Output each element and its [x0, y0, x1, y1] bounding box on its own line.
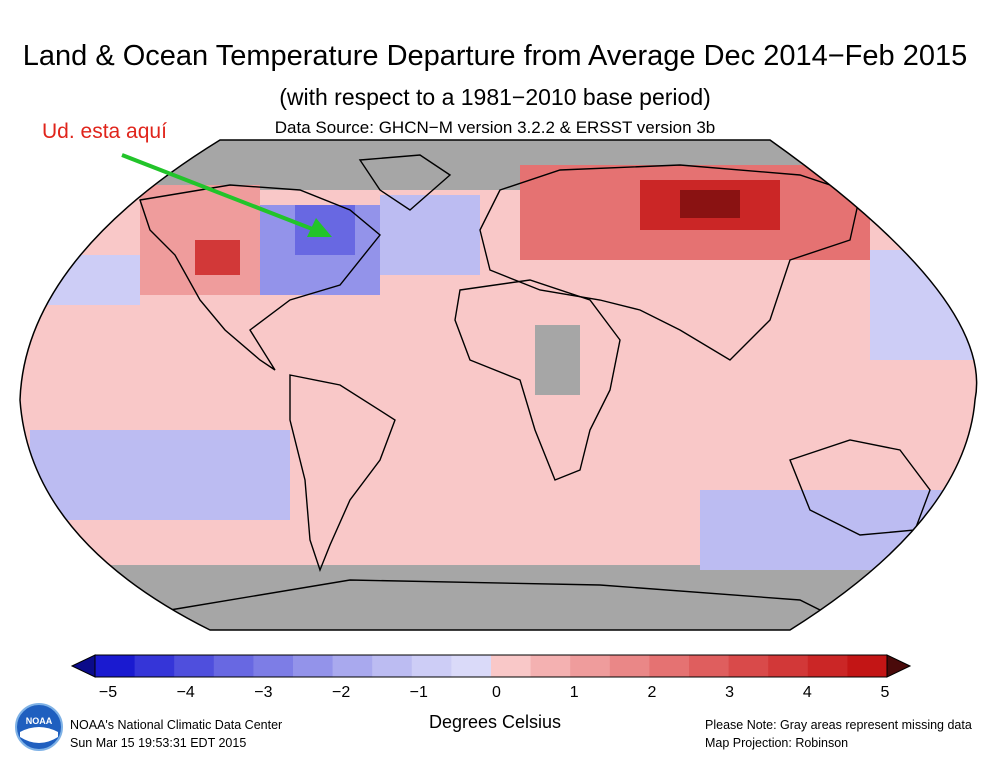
- colorbar-segment: [649, 655, 690, 677]
- you-are-here-label: Ud. esta aquí: [42, 120, 167, 143]
- colorbar-segment: [689, 655, 730, 677]
- projection-note: Map Projection: Robinson: [705, 736, 849, 750]
- colorbar-segment: [807, 655, 848, 677]
- colorbar-segment: [451, 655, 492, 677]
- note-block: Please Note: Gray areas represent missin…: [705, 716, 972, 752]
- australia-outline: [789, 439, 931, 536]
- colorbar-segment: [768, 655, 809, 677]
- anomaly-siberia-peak: [680, 190, 740, 218]
- data-source: Data Source: GHCN−M version 3.2.2 & ERSS…: [274, 118, 716, 137]
- anomaly-n-atlantic: [380, 195, 480, 275]
- colorbar-tick-label: 4: [802, 684, 812, 701]
- colorbar-tick-label: −1: [409, 684, 428, 701]
- colorbar-tick-label: 0: [492, 684, 501, 701]
- credit-date: Sun Mar 15 19:53:31 EDT 2015: [70, 736, 247, 750]
- colorbar-tick-label: −2: [331, 684, 351, 701]
- colorbar-segment: [609, 655, 650, 677]
- colorbar-tick-label: 5: [880, 684, 890, 701]
- colorbar-segment: [134, 655, 175, 677]
- arrow-head-icon: [307, 218, 332, 237]
- colorbar-segment: [491, 655, 532, 677]
- colorbar-segment: [847, 655, 888, 677]
- colorbar-low-end: [70, 654, 96, 678]
- anomaly-west-na-peak: [195, 240, 240, 275]
- map-subtitle: (with respect to a 1981−2010 base period…: [279, 84, 711, 110]
- map-border: [19, 139, 978, 631]
- colorbar-segment: [213, 655, 254, 677]
- africa-outline: [454, 279, 621, 481]
- colorbar-segment: [95, 655, 136, 677]
- credit-org: NOAA's National Climatic Data Center: [70, 718, 283, 732]
- colorbar-tick-label: −3: [254, 684, 273, 701]
- missing-data-note: Please Note: Gray areas represent missin…: [705, 718, 972, 732]
- credit-block: NOAA's National Climatic Data Center Sun…: [70, 716, 282, 752]
- colorbar-segment: [372, 655, 413, 677]
- logo-text: NOAA: [26, 716, 53, 726]
- greenland-outline: [358, 154, 452, 211]
- noaa-logo: NOAA: [15, 703, 63, 751]
- you-are-here-arrow: [121, 153, 321, 234]
- anomaly-s-pacific: [30, 430, 290, 520]
- colorbar-tick-label: 2: [647, 684, 657, 701]
- colorbar-tick-label: −4: [176, 684, 195, 701]
- eurasia-outline: [479, 164, 861, 361]
- colorbar-segment: [253, 655, 294, 677]
- colorbar-label: Degrees Celsius: [428, 712, 562, 732]
- colorbar-tick-label: 1: [569, 684, 579, 701]
- colorbar-segment: [411, 655, 452, 677]
- colorbar-segment: [530, 655, 571, 677]
- map-title: Land & Ocean Temperature Departure from …: [22, 40, 968, 72]
- south-america-outline: [289, 374, 396, 573]
- missing-data-africa: [535, 325, 580, 395]
- colorbar-high-end: [886, 654, 912, 678]
- colorbar-segment: [332, 655, 373, 677]
- north-america-outline: [139, 184, 381, 371]
- colorbar-segment: [293, 655, 334, 677]
- colorbar-segment: [174, 655, 215, 677]
- colorbar-tick-label: 3: [725, 684, 735, 701]
- colorbar-segment: [570, 655, 611, 677]
- colorbar-tick-label: −5: [98, 684, 118, 701]
- colorbar-segment: [728, 655, 769, 677]
